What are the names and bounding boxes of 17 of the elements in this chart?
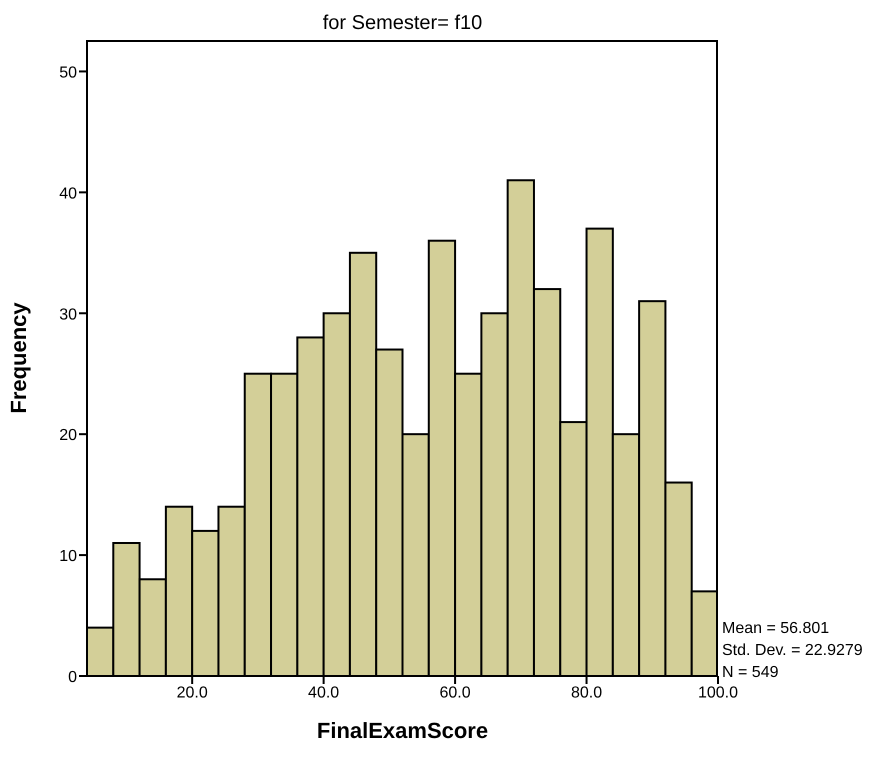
x-tick-label: 40.0	[308, 684, 340, 702]
text: N = 549	[722, 663, 780, 683]
y-axis-title: Frequency	[6, 302, 31, 414]
y-tick-label: 10	[59, 548, 78, 566]
x-axis-title: FinalExamScore	[316, 718, 488, 743]
x-tick-label: 60.0	[440, 684, 471, 702]
text: Std. Dev. = 22.9279	[722, 641, 863, 661]
chart-title: for Semester= f10	[322, 12, 484, 35]
x-tick-label: 80.0	[570, 684, 602, 702]
x-tick-label: 100.0	[698, 684, 738, 702]
y-tick-label: 20	[59, 427, 78, 444]
y-tick-label: 30	[59, 306, 78, 324]
y-tick-label: 0	[68, 669, 78, 686]
text: Mean = 56.801	[722, 619, 830, 639]
y-tick-label: 40	[59, 185, 78, 202]
y-tick-label: 50	[59, 64, 78, 82]
x-tick-label: 20.0	[176, 684, 208, 702]
